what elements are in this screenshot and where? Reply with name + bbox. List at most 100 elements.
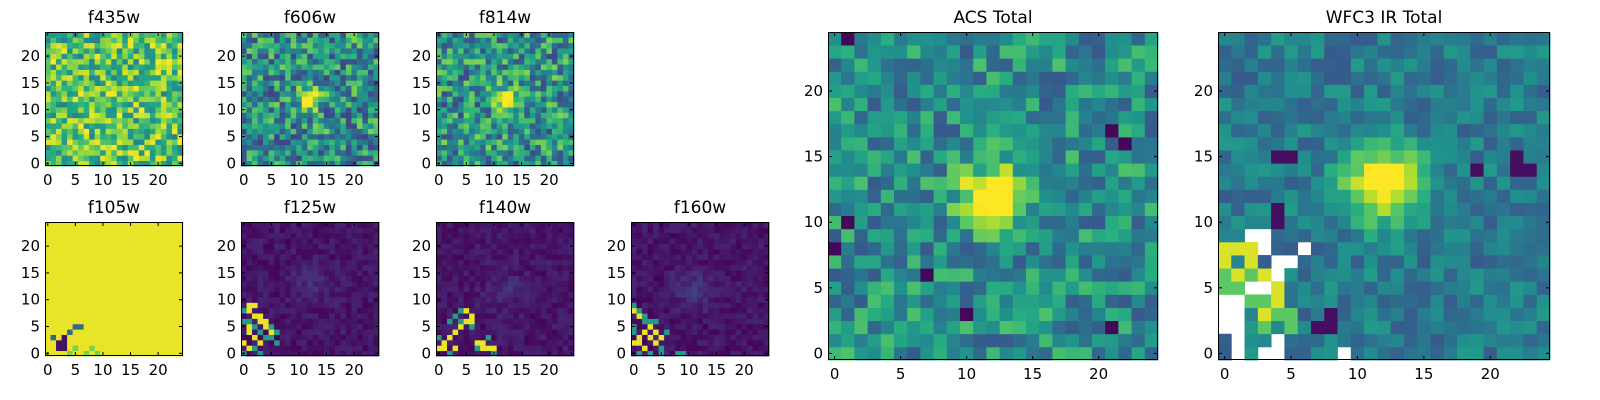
- heatmap-cell: [636, 238, 643, 244]
- heatmap-cell: [296, 101, 303, 108]
- heatmap-cell: [474, 64, 481, 70]
- heatmap-cell: [730, 232, 737, 239]
- heatmap-cell: [116, 227, 123, 234]
- heatmap-cell: [746, 323, 753, 330]
- heatmap-cell: [105, 96, 112, 103]
- heatmap-cell: [713, 307, 720, 314]
- heatmap-cell: [45, 264, 51, 271]
- heatmap-cell: [307, 48, 314, 54]
- heatmap-cell: [279, 232, 286, 239]
- heatmap-cell: [78, 254, 85, 260]
- heatmap-cell: [274, 101, 281, 108]
- heatmap-cell: [149, 139, 156, 145]
- heatmap-cell: [160, 48, 167, 54]
- heatmap-cell: [894, 228, 908, 243]
- heatmap-cell: [447, 259, 453, 266]
- heatmap-cell: [155, 96, 162, 103]
- heatmap-cell: [474, 112, 481, 119]
- heatmap-cell: [441, 58, 448, 65]
- heatmap-cell: [279, 339, 286, 346]
- heatmap-cell: [133, 139, 140, 145]
- heatmap-cell: [529, 117, 536, 124]
- heatmap-cell: [757, 275, 764, 282]
- heatmap-cell: [105, 286, 112, 293]
- heatmap-cell: [933, 307, 948, 322]
- heatmap-cell: [138, 160, 145, 167]
- heatmap-cell: [67, 232, 73, 239]
- heatmap-cell: [105, 101, 112, 108]
- panel-title: f125w: [283, 198, 337, 218]
- heatmap-cell: [296, 69, 303, 76]
- heatmap-cell: [724, 232, 731, 239]
- heatmap-cell: [345, 350, 352, 357]
- heatmap-cell: [45, 74, 51, 81]
- heatmap-cell: [757, 334, 764, 341]
- heatmap-cell: [274, 323, 281, 330]
- y-tick-label: 0: [421, 154, 431, 172]
- heatmap-cell: [686, 270, 693, 276]
- heatmap-cell: [340, 297, 347, 303]
- heatmap-cell: [557, 313, 564, 319]
- heatmap-cell: [345, 58, 352, 65]
- heatmap-cell: [45, 313, 51, 319]
- heatmap-cell: [535, 58, 542, 65]
- heatmap-cell: [301, 318, 308, 325]
- heatmap-cell: [447, 302, 453, 309]
- heatmap-cell: [329, 32, 336, 38]
- heatmap-cell: [658, 334, 665, 341]
- heatmap-cell: [675, 323, 682, 330]
- heatmap-cell: [45, 85, 51, 92]
- heatmap-cell: [268, 238, 275, 244]
- heatmap-cell: [568, 275, 575, 282]
- heatmap-cell: [463, 85, 470, 92]
- heatmap-cell: [752, 334, 759, 341]
- heatmap-cell: [551, 248, 558, 255]
- heatmap-cell: [290, 139, 297, 145]
- heatmap-cell: [246, 238, 253, 244]
- heatmap-cell: [89, 80, 96, 86]
- heatmap-cell: [166, 128, 173, 135]
- heatmap-cell: [105, 112, 112, 119]
- heatmap-cell: [973, 320, 987, 335]
- heatmap-cell: [246, 270, 253, 276]
- heatmap-cell: [664, 318, 671, 325]
- heatmap-cell: [323, 248, 330, 255]
- x-tick-label: 10: [679, 361, 698, 379]
- heatmap-cell: [72, 37, 79, 44]
- heatmap-cell: [61, 32, 68, 38]
- heatmap-cell: [474, 339, 481, 346]
- heatmap-cell: [127, 264, 134, 271]
- heatmap-cell: [719, 318, 726, 325]
- heatmap-cell: [535, 286, 542, 293]
- heatmap-cell: [642, 313, 648, 319]
- heatmap-cell: [111, 254, 118, 260]
- heatmap-cell: [491, 339, 498, 346]
- heatmap-cell: [279, 53, 286, 60]
- heatmap-cell: [642, 248, 648, 255]
- heatmap-cell: [708, 313, 715, 319]
- heatmap-cell: [246, 58, 253, 65]
- heatmap-cell: [458, 275, 464, 282]
- heatmap-cell: [160, 350, 167, 357]
- heatmap-cell: [122, 259, 129, 266]
- heatmap-cell: [763, 339, 770, 346]
- heatmap-cell: [263, 286, 269, 293]
- heatmap-cell: [474, 48, 481, 54]
- heatmap-cell: [513, 42, 520, 49]
- heatmap-cell: [551, 53, 558, 60]
- heatmap-cell: [474, 117, 481, 124]
- heatmap-cell: [686, 329, 693, 335]
- heatmap-cell: [50, 128, 57, 135]
- heatmap-cell: [263, 345, 269, 352]
- heatmap-cell: [631, 275, 637, 282]
- heatmap-cell: [752, 222, 759, 228]
- heatmap-cell: [535, 275, 542, 282]
- heatmap-cell: [78, 345, 85, 352]
- heatmap-cell: [144, 243, 151, 250]
- heatmap-cell: [171, 334, 178, 341]
- heatmap-cell: [1118, 189, 1132, 203]
- heatmap-cell: [122, 302, 129, 309]
- heatmap-cell: [447, 227, 453, 234]
- heatmap-cell: [312, 318, 319, 325]
- heatmap-cell: [78, 329, 85, 335]
